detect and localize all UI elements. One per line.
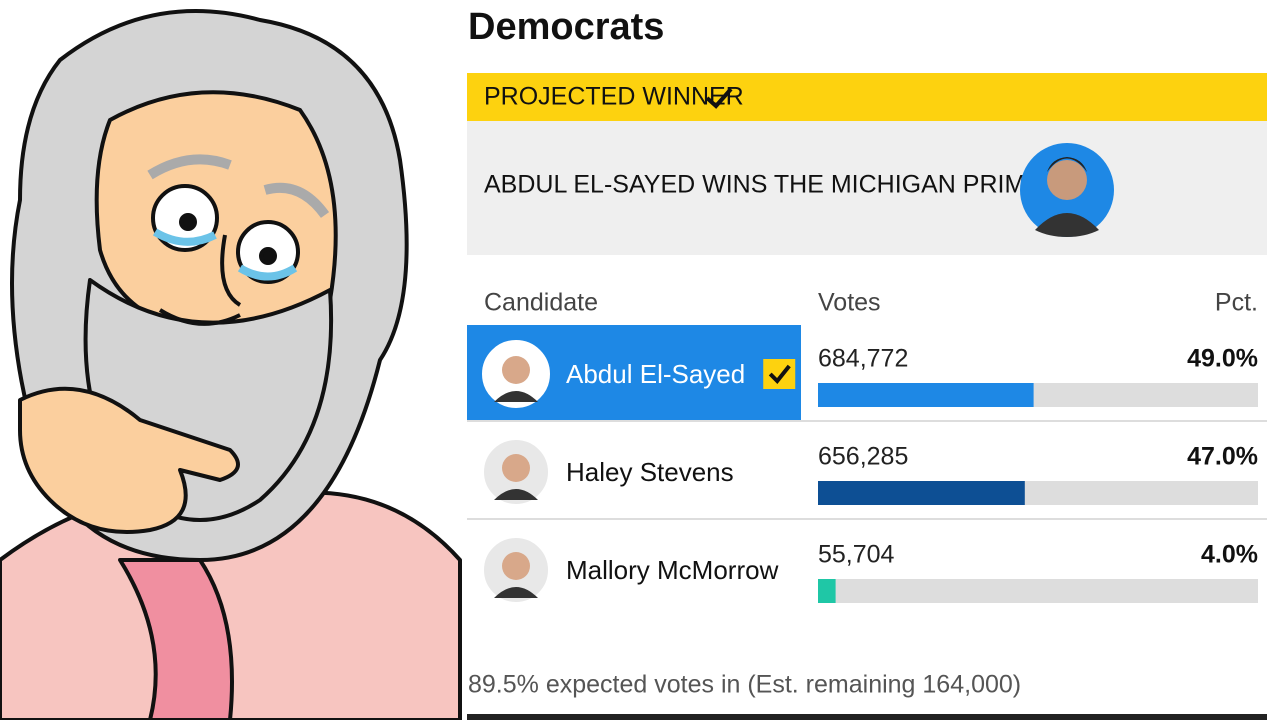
photo-face — [502, 356, 530, 384]
photo-body — [494, 391, 538, 402]
section-title: Democrats — [468, 6, 664, 48]
vote-bar — [818, 579, 836, 603]
photo-body — [494, 489, 538, 500]
vote-percent: 49.0% — [1187, 345, 1258, 373]
headline: ABDUL EL-SAYED WINS THE MICHIGAN PRIMARY — [484, 171, 1077, 199]
vote-count: 55,704 — [818, 541, 895, 569]
vote-count: 684,772 — [818, 345, 908, 373]
vote-count: 656,285 — [818, 443, 908, 471]
winner-check — [768, 364, 791, 384]
candidate-photo — [482, 340, 550, 408]
winner-checkbox — [763, 359, 796, 389]
column-header: Votes — [818, 289, 881, 317]
candidate-photo — [482, 536, 550, 604]
headline-box — [467, 121, 1267, 255]
candidate-photo — [482, 438, 550, 506]
candidate-name: Abdul El-Sayed — [566, 359, 745, 389]
vote-bar — [818, 481, 1025, 505]
photo-face — [502, 552, 530, 580]
winner-banner — [467, 73, 1267, 121]
photo-body — [494, 587, 538, 598]
column-header: Candidate — [484, 289, 598, 317]
candidate-name: Mallory McMorrow — [566, 555, 779, 585]
progress-bar — [467, 714, 1267, 720]
results-rows: Abdul El-Sayed 684,772 49.0% Haley Stevens 6… — [467, 325, 1267, 604]
result-row: Haley Stevens 656,285 47.0% — [467, 420, 1267, 506]
check-icon — [705, 87, 733, 109]
column-header: Pct. — [1215, 289, 1258, 317]
photo-face — [502, 454, 530, 482]
vote-percent: 47.0% — [1187, 443, 1258, 471]
footer-note: 89.5% expected votes in (Est. remaining … — [468, 671, 1021, 699]
cartoon — [0, 9, 462, 720]
result-row: Abdul El-Sayed 684,772 49.0% — [467, 325, 1258, 421]
vote-bar — [818, 383, 1034, 407]
bar-track — [818, 579, 1258, 603]
vote-percent: 4.0% — [1201, 541, 1258, 569]
winner-photo — [1020, 143, 1114, 237]
banner-label: PROJECTED WINNER — [484, 83, 744, 111]
result-row: Mallory McMorrow 55,704 4.0% — [467, 518, 1267, 604]
candidate-name: Haley Stevens — [566, 457, 734, 487]
